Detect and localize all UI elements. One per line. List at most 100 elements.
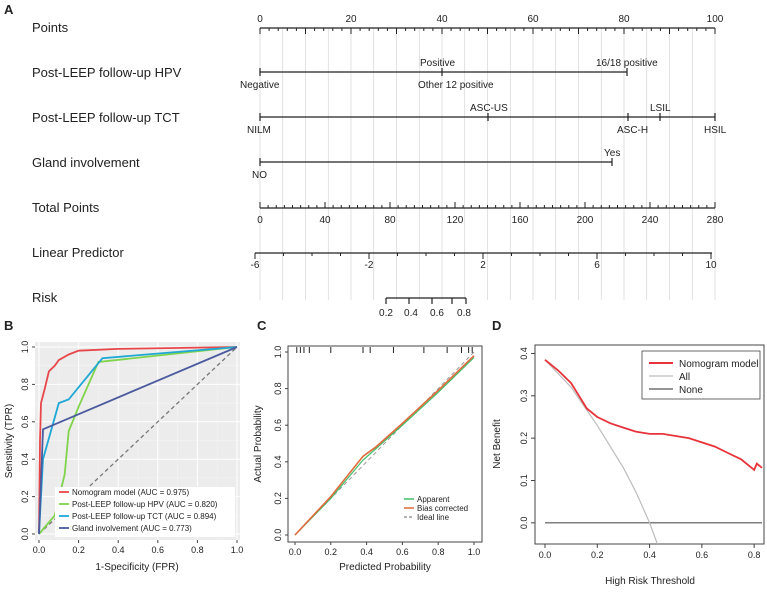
linear-predictor-axis-ticks (254, 253, 712, 259)
y-tick-label: 0.8 (20, 378, 30, 391)
row-label-total: Total Points (32, 200, 100, 215)
total-tick-label: 280 (707, 215, 724, 226)
total-tick-label: 120 (447, 215, 464, 226)
tct-nilm-label: NILM (247, 125, 271, 136)
row-label-risk: Risk (32, 290, 58, 305)
x-tick-label: 1.0 (468, 547, 481, 557)
roc-legend-label: Post-LEEP follow-up HPV (AUC = 0.820) (72, 500, 218, 509)
gland-yes-label: Yes (604, 148, 620, 159)
points-tick-label: 100 (707, 14, 724, 25)
gland-no-label: NO (252, 170, 267, 181)
x-tick-label: 0.6 (152, 545, 165, 555)
x-tick-label: 0.4 (360, 547, 373, 557)
decision-legend-label: Nomogram model (679, 359, 758, 370)
points-tick-label: 60 (527, 14, 539, 25)
hpv-other12-label: Other 12 positive (418, 80, 494, 91)
row-label-gland: Gland involvement (32, 155, 140, 170)
points-tick-label: 40 (436, 14, 448, 25)
points-tick-label: 20 (345, 14, 357, 25)
y-tick-label: 0.2 (20, 490, 30, 503)
roc-series-line (38, 346, 238, 535)
risk-tick-label: 0.8 (457, 308, 471, 319)
calibration-chart: 0.0 0.2 0.4 0.6 0.8 1.0 0.0 0.2 0.4 0.6 0.8 1.0 Pr… (253, 345, 483, 573)
points-tick-label: 0 (257, 14, 263, 25)
x-tick-label: 1.0 (231, 545, 244, 555)
decision-curve-chart: 0.0 0.2 0.4 0.6 0.8 0.0 0.1 0.2 0.3 0.4 High Ris… (492, 344, 765, 587)
y-tick-label: 0.0 (20, 528, 30, 541)
points-axis-ticks (259, 28, 716, 34)
x-tick-label: 0.8 (432, 547, 445, 557)
risk-axis (385, 297, 467, 304)
risk-tick-label: 0.2 (379, 308, 393, 319)
y-tick-label: 0.6 (20, 416, 30, 429)
nomogram-gridlines (259, 28, 716, 300)
roc-y-axis-label: Sensitivity (TPR) (4, 404, 15, 478)
total-tick-label: 160 (512, 215, 529, 226)
y-tick-label: 0.8 (273, 382, 283, 395)
hpv-negative-label: Negative (240, 80, 280, 91)
x-tick-label: 0.6 (396, 547, 409, 557)
hpv-positive-label: Positive (420, 58, 455, 69)
roc-legend-label: Nomogram model (AUC = 0.975) (72, 488, 189, 497)
roc-series-line (38, 346, 238, 535)
tct-hsil-label: HSIL (704, 125, 727, 136)
tct-lsil-label: LSIL (650, 103, 671, 114)
tct-ascus-label: ASC-US (470, 103, 508, 114)
x-tick-label: 0.0 (33, 545, 46, 555)
roc-chart: 0.0 0.2 0.4 0.6 0.8 1.0 0.0 0.2 0.4 0.6 0.8 1.0 1-… (4, 341, 243, 573)
hpv-1618-label: 16/18 positive (596, 58, 658, 69)
panel-label-a: A (4, 2, 14, 17)
decision-series-line (544, 359, 658, 545)
panel-label-b: B (4, 318, 13, 333)
roc-legend-label: Post-LEEP follow-up TCT (AUC = 0.894) (72, 512, 217, 521)
roc-legend-box (55, 487, 235, 537)
roc-legend-label: Gland involvement (AUC = 0.773) (72, 524, 192, 533)
total-tick-label: 80 (384, 215, 396, 226)
calibration-x-axis-label: Predicted Probability (339, 562, 431, 573)
x-tick-label: 0.0 (289, 547, 302, 557)
y-tick-label: 0.1 (519, 474, 529, 487)
total-tick-label: 200 (577, 215, 594, 226)
y-tick-label: 0.2 (273, 492, 283, 505)
x-tick-label: 0.4 (112, 545, 125, 555)
total-tick-label: 0 (257, 215, 263, 226)
linear-tick-label: -6 (251, 260, 260, 271)
y-tick-label: 0.4 (20, 453, 30, 466)
calibration-series-line (294, 357, 475, 536)
x-tick-label: 0.2 (72, 545, 85, 555)
y-tick-label: 1.0 (20, 341, 30, 354)
x-tick-label: 0.2 (325, 547, 338, 557)
tct-axis (259, 113, 716, 121)
row-label-linear: Linear Predictor (32, 245, 124, 260)
x-tick-label: 0.8 (748, 550, 761, 560)
x-tick-label: 0.4 (643, 550, 656, 560)
calibration-legend-label: Ideal line (417, 513, 450, 522)
total-tick-label: 240 (642, 215, 659, 226)
risk-tick-label: 0.4 (404, 308, 418, 319)
gland-axis (259, 158, 613, 166)
risk-tick-label: 0.6 (430, 308, 444, 319)
calibration-legend-label: Apparent (417, 495, 450, 504)
tct-asch-label: ASC-H (617, 125, 648, 136)
x-tick-label: 0.8 (191, 545, 204, 555)
linear-tick-label: 6 (594, 260, 600, 271)
total-tick-label: 40 (319, 215, 331, 226)
x-tick-label: 0.0 (539, 550, 552, 560)
linear-tick-label: 2 (480, 260, 486, 271)
panel-label-d: D (492, 318, 501, 333)
panel-label-c: C (257, 318, 267, 333)
y-tick-label: 0.0 (519, 517, 529, 530)
x-tick-label: 0.2 (591, 550, 604, 560)
y-tick-label: 1.0 (273, 346, 283, 359)
decision-x-axis-label: High Risk Threshold (605, 576, 695, 587)
x-tick-label: 0.6 (696, 550, 709, 560)
decision-series-line (544, 359, 763, 472)
row-label-hpv: Post-LEEP follow-up HPV (32, 65, 182, 80)
calibration-series-line (294, 355, 475, 536)
decision-y-axis-label: Net Benefit (492, 419, 503, 469)
linear-tick-label: -2 (365, 260, 374, 271)
decision-legend-label: All (679, 372, 690, 383)
decision-legend-box (641, 350, 761, 400)
